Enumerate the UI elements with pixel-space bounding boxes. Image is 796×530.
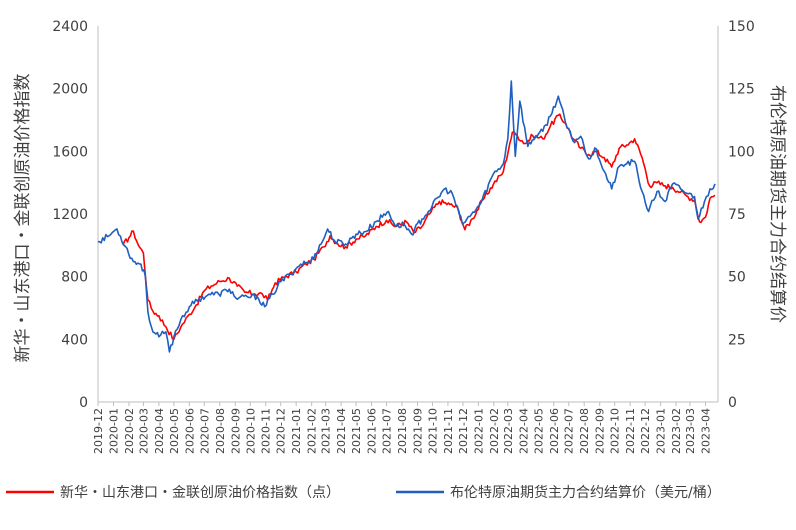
x-tick-label: 2020-03 [137, 408, 150, 454]
x-tick-label: 2021-07 [381, 408, 394, 454]
x-tick-label: 2020-09 [229, 408, 242, 454]
x-tick-label: 2020-12 [275, 408, 288, 454]
x-tick-label: 2023-02 [670, 408, 683, 454]
x-tick-label: 2020-11 [260, 408, 273, 454]
x-tick-label: 2021-02 [306, 408, 319, 454]
y-left-tick-label: 1200 [52, 207, 88, 223]
x-tick-label: 2023-01 [655, 408, 668, 454]
series-layer [97, 80, 716, 353]
x-tick-label: 2022-02 [488, 408, 501, 454]
x-tick-label: 2022-10 [609, 408, 622, 454]
x-tick-label: 2021-09 [411, 408, 424, 454]
y-left-tick-label: 0 [79, 395, 88, 411]
y-right-tick-label: 125 [728, 82, 755, 98]
y-left-tick-label: 2000 [52, 82, 88, 98]
x-tick-label: 2020-05 [168, 408, 181, 454]
x-tick-label: 2023-03 [684, 408, 697, 454]
x-tick-label: 2020-06 [183, 408, 196, 454]
x-tick-label: 2022-07 [563, 408, 576, 454]
y-right-tick-label: 150 [728, 19, 755, 35]
x-tick-label: 2020-08 [214, 408, 227, 454]
y-right-tick-label: 0 [728, 395, 737, 411]
x-tick-label: 2019-12 [92, 408, 105, 454]
y-left-tick-label: 1600 [52, 144, 88, 160]
x-tick-label: 2021-11 [442, 408, 455, 454]
x-tick-label: 2020-10 [244, 408, 257, 454]
legend-label: 新华・山东港口・金联创原油价格指数（点） [60, 485, 340, 501]
y-right-tick-label: 50 [728, 270, 746, 286]
y-left-tick-label: 400 [61, 332, 88, 348]
x-tick-label: 2022-03 [502, 408, 515, 454]
x-tick-label: 2021-05 [350, 408, 363, 454]
legend-label: 布伦特原油期货主力合约结算价（美元/桶） [450, 484, 721, 501]
y-right-tick-label: 75 [728, 207, 746, 223]
series-line-brent [97, 80, 716, 353]
x-tick-label: 2022-01 [472, 408, 485, 454]
y-right-tick-label: 100 [728, 144, 755, 160]
legend: 新华・山东港口・金联创原油价格指数（点） 布伦特原油期货主力合约结算价（美元/桶） [6, 484, 721, 501]
x-tick-label: 2021-03 [320, 408, 333, 454]
x-tick-label: 2022-05 [532, 408, 545, 454]
x-tick-label: 2020-01 [107, 408, 120, 454]
x-tick-label: 2020-04 [153, 408, 166, 454]
y-right-axis-label: 布伦特原油期货主力合约结算价 [767, 85, 787, 323]
x-tick-label: 2023-04 [700, 408, 713, 454]
x-tick-label: 2021-01 [290, 408, 303, 454]
y-left-axis-label: 新华・山东港口・金联创原油价格指数 [13, 74, 33, 363]
x-tick-label: 2021-12 [457, 408, 470, 454]
series-line-index [122, 113, 716, 341]
x-tick-label: 2021-10 [426, 408, 439, 454]
x-tick-label: 2021-04 [335, 408, 348, 454]
y-left-tick-label: 2400 [52, 19, 88, 35]
y-right-tick-label: 25 [728, 332, 746, 348]
x-tick-label: 2022-09 [594, 408, 607, 454]
x-tick-label: 2022-06 [548, 408, 561, 454]
x-tick-label: 2020-02 [123, 408, 136, 454]
x-tick-label: 2022-04 [517, 408, 530, 454]
x-tick-label: 2020-07 [198, 408, 211, 454]
x-tick-label: 2021-06 [366, 408, 379, 454]
x-tick-label: 2022-12 [639, 408, 652, 454]
x-tick-label: 2021-08 [396, 408, 409, 454]
axes-layer: 0 400 800 1200 1600 2000 2400 0 25 50 75 100 125 150 2… [13, 19, 787, 454]
y-left-tick-label: 800 [61, 270, 88, 286]
x-tick-label: 2022-08 [578, 408, 591, 454]
x-tick-label: 2022-11 [624, 408, 637, 454]
